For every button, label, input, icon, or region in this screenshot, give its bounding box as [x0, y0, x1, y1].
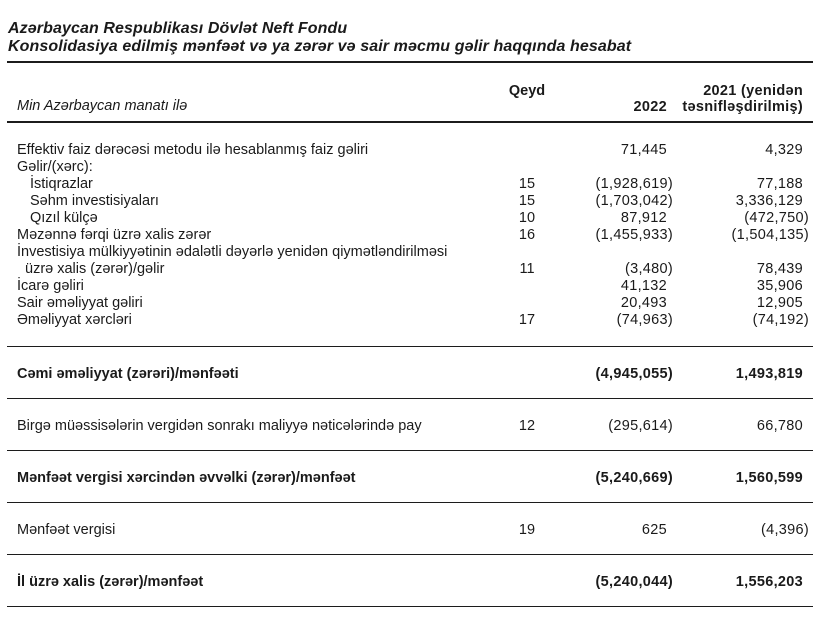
- row-label: Mənfəət vergisi: [17, 522, 116, 538]
- table-header: Min Azərbaycan manatı ilə Qeyd 2022 2021…: [7, 63, 813, 123]
- row-value-2021: (74,192): [752, 312, 809, 328]
- row-note: 12: [518, 418, 536, 434]
- row-value-2022: 71,445: [620, 142, 667, 158]
- row-value-2022: (1,928,619): [595, 176, 673, 192]
- net-result-row: İl üzrə xalis (zərər)/mənfəət (5,240,044…: [7, 554, 813, 607]
- table-body: Effektiv faiz dərəcəsi metodu ilə hesabl…: [7, 123, 813, 346]
- year-2021-header-line1: 2021 (yenidən: [703, 83, 803, 99]
- row-note: [499, 159, 555, 176]
- row-value-2021: 77,188: [756, 176, 803, 192]
- row-value-2021: [673, 244, 809, 261]
- row-note: [499, 278, 555, 295]
- row-value-2022: (4,945,055): [595, 366, 673, 382]
- row-value-2022: (5,240,669): [595, 470, 673, 486]
- row-note: 16: [518, 227, 536, 243]
- row-value-2022: (3,480): [624, 261, 673, 277]
- row-value-2021: 12,905: [756, 295, 803, 311]
- row-value-2021: 1,560,599: [735, 470, 803, 486]
- row-note: [499, 244, 555, 261]
- pre-tax-result-row: Mənfəət vergisi xərcindən əvvəlki (zərər…: [7, 450, 813, 502]
- row-label: Gəlir/(xərc):: [17, 159, 93, 175]
- row-value-2021: 4,329: [765, 142, 803, 158]
- row-value-2022: 625: [641, 522, 667, 538]
- column-header-2021: 2021 (yenidən təsnifləşdirilmiş): [673, 83, 809, 115]
- row-note: 11: [519, 261, 535, 277]
- column-header-note: Qeyd: [499, 83, 555, 115]
- row-value-2021: [673, 159, 809, 176]
- year-2021-header-line2: təsnifləşdirilmiş): [682, 99, 803, 115]
- row-value-2021: (472,750): [744, 210, 809, 226]
- row-value-2021: 78,439: [756, 261, 803, 277]
- row-note: 10: [518, 210, 536, 226]
- row-value-2022: 20,493: [620, 295, 667, 311]
- row-note: [499, 295, 555, 312]
- row-note: 17: [518, 312, 536, 328]
- row-value-2022: (74,963): [616, 312, 673, 328]
- row-label: üzrə xalis (zərər)/gəlir: [25, 261, 165, 277]
- row-note: 15: [518, 193, 536, 209]
- title-divider: [7, 61, 813, 63]
- row-note: [499, 574, 555, 591]
- row-value-2022: [555, 159, 673, 176]
- row-label: Cəmi əməliyyat (zərəri)/mənfəəti: [17, 366, 239, 382]
- note-header-text: Qeyd: [508, 83, 546, 99]
- row-value-2021: 1,493,819: [735, 366, 803, 382]
- row-label: İcarə gəliri: [17, 278, 84, 294]
- row-value-2021: 1,556,203: [735, 574, 803, 590]
- unit-label: Min Azərbaycan manatı ilə: [17, 98, 188, 114]
- operating-total-row: Cəmi əməliyyat (zərəri)/mənfəəti (4,945,…: [7, 346, 813, 398]
- joint-ventures-row: Birgə müəssisələrin vergidən sonrakı mal…: [7, 398, 813, 450]
- row-note: [499, 366, 555, 383]
- row-label: Səhm investisiyaları: [30, 193, 159, 209]
- row-label: Məzənnə fərqi üzrə xalis zərər: [17, 227, 212, 243]
- income-tax-row: Mənfəət vergisi 19 625 (4,396): [7, 502, 813, 554]
- row-label: Birgə müəssisələrin vergidən sonrakı mal…: [17, 418, 422, 434]
- row-note: 15: [518, 176, 536, 192]
- row-value-2022: (1,455,933): [595, 227, 673, 243]
- row-label: Əməliyyat xərcləri: [17, 312, 132, 328]
- row-note: 19: [518, 522, 536, 538]
- row-value-2021: 3,336,129: [735, 193, 803, 209]
- row-value-2021: (1,504,135): [731, 227, 809, 243]
- row-value-2022: 41,132: [620, 278, 667, 294]
- row-value-2022: (5,240,044): [595, 574, 673, 590]
- row-note: [499, 470, 555, 487]
- row-label: İnvestisiya mülkiyyətinin ədalətli dəyər…: [17, 244, 448, 260]
- column-header-2022: 2022: [555, 83, 673, 115]
- document-title: Azərbaycan Respublikası Dövlət Neft Fond…: [8, 20, 348, 37]
- row-note: [499, 142, 555, 159]
- row-label: Sair əməliyyat gəliri: [17, 295, 143, 311]
- row-value-2021: 35,906: [756, 278, 803, 294]
- row-label: İl üzrə xalis (zərər)/mənfəət: [17, 574, 204, 590]
- row-label: Effektiv faiz dərəcəsi metodu ilə hesabl…: [17, 142, 369, 158]
- row-value-2021: 66,780: [756, 418, 803, 434]
- row-value-2022: 87,912: [620, 210, 667, 226]
- row-value-2022: (295,614): [608, 418, 673, 434]
- document-subtitle: Konsolidasiya edilmiş mənfəət və ya zərə…: [8, 38, 632, 55]
- row-label: Qızıl külçə: [30, 210, 98, 226]
- row-value-2022: [555, 244, 673, 261]
- year-2022-header-text: 2022: [633, 99, 667, 115]
- row-label: Mənfəət vergisi xərcindən əvvəlki (zərər…: [17, 470, 356, 486]
- row-label: İstiqrazlar: [30, 176, 93, 192]
- statement-page: Azərbaycan Respublikası Dövlət Neft Fond…: [7, 0, 813, 607]
- row-value-2021: (4,396): [760, 522, 809, 538]
- row-value-2022: (1,703,042): [595, 193, 673, 209]
